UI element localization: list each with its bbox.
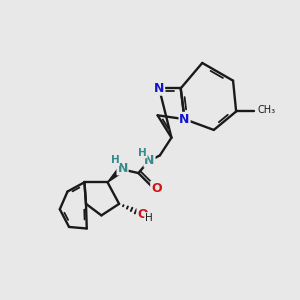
Polygon shape [108,167,124,182]
Text: CH₃: CH₃ [257,105,275,115]
Text: O: O [151,182,162,195]
Text: N: N [117,162,128,175]
Text: N: N [179,113,190,126]
Text: H: H [145,213,152,223]
Text: H: H [111,155,119,165]
Text: N: N [154,82,164,95]
Text: H: H [138,148,147,158]
Text: N: N [144,154,155,167]
Text: O: O [137,208,148,221]
